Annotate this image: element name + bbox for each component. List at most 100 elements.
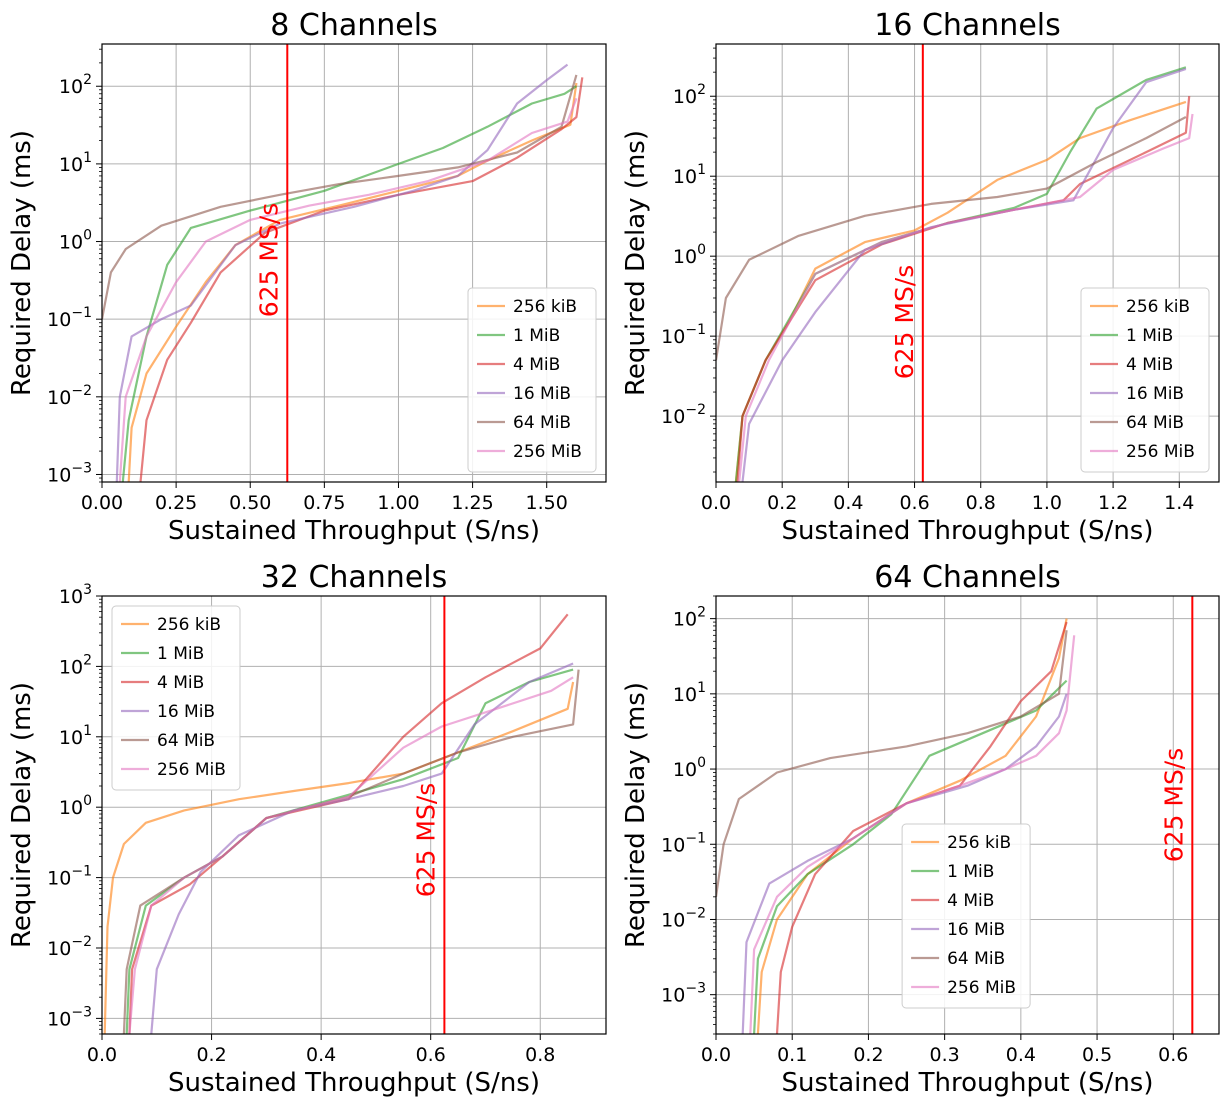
chart-title: 16 Channels — [874, 8, 1061, 43]
y-tick-label: 10−1 — [661, 830, 706, 856]
y-tick-label: 102 — [673, 605, 706, 631]
x-axis-label: Sustained Throughput (S/ns) — [782, 1068, 1154, 1098]
legend-entry: 4 MiB — [1126, 355, 1173, 375]
x-tick-label: 0.8 — [966, 492, 996, 514]
legend-entry: 64 MiB — [513, 413, 571, 433]
series-line-256-mib — [118, 97, 578, 482]
y-tick-label: 10−2 — [47, 934, 92, 960]
x-tick-label: 0.00 — [81, 492, 123, 514]
legend-entry: 4 MiB — [947, 891, 994, 911]
chart-title: 32 Channels — [261, 560, 448, 595]
x-tick-label: 0.6 — [416, 1044, 446, 1066]
series-group — [103, 613, 580, 1034]
legend-entry: 16 MiB — [1126, 384, 1184, 404]
x-tick-label: 0.8 — [525, 1044, 555, 1066]
legend-entry: 256 MiB — [947, 978, 1016, 998]
y-tick-label: 101 — [59, 150, 92, 176]
x-axis-label: Sustained Throughput (S/ns) — [168, 516, 540, 546]
x-axis-label: Sustained Throughput (S/ns) — [168, 1068, 540, 1098]
legend-entry: 16 MiB — [513, 384, 571, 404]
x-tick-label: 0.75 — [303, 492, 345, 514]
x-tick-label: 1.2 — [1098, 492, 1128, 514]
threshold-label: 625 MS/s — [890, 265, 919, 380]
x-tick-label: 0.3 — [930, 1044, 960, 1066]
y-tick-label: 100 — [59, 228, 92, 254]
threshold-label: 625 MS/s — [254, 203, 283, 318]
series-line-256-mib — [749, 635, 1076, 1034]
y-tick-label: 10−1 — [47, 864, 92, 890]
series-line-16-mib — [115, 63, 569, 482]
series-line-64-mib — [102, 74, 578, 320]
subplot-4: 625 MS/s 0.0 0.1 0.2 0.3 0.4 0.5 0.6 10−3 10−2 10−… — [621, 560, 1220, 1098]
legend-entry: 64 MiB — [947, 949, 1005, 969]
series-line-1-mib — [753, 679, 1068, 1034]
subplot-1: 625 MS/s 0.00 0.25 0.50 0.75 1.00 1.25 1.50 10−3… — [7, 8, 607, 546]
x-tick-label: 1.0 — [1032, 492, 1062, 514]
x-tick-label: 0.4 — [306, 1044, 336, 1066]
series-line-64-mib — [716, 116, 1187, 361]
legend: 256 kiB 1 MiB 4 MiB 16 MiB 64 MiB 256 MiB — [1080, 287, 1210, 473]
x-tick-label: 0.0 — [701, 492, 731, 514]
series-line-256-kib — [127, 82, 578, 482]
legend: 256 kiB 1 MiB 4 MiB 16 MiB 64 MiB 256 MiB — [467, 287, 597, 473]
legend-entry: 64 MiB — [157, 731, 215, 751]
chart-title: 64 Channels — [874, 560, 1061, 595]
legend-entry: 256 kiB — [1126, 297, 1190, 317]
series-line-256-mib — [128, 676, 574, 1034]
y-tick-label: 103 — [59, 582, 92, 608]
x-tick-label: 0.4 — [1006, 1044, 1036, 1066]
y-tick-label: 10−3 — [661, 981, 706, 1007]
series-line-256-mib — [738, 113, 1194, 482]
legend-entry: 4 MiB — [157, 673, 204, 693]
series-group — [716, 66, 1194, 482]
x-tick-label: 0.2 — [196, 1044, 226, 1066]
series-group — [102, 63, 584, 482]
y-axis-label: Required Delay (ms) — [7, 682, 37, 948]
x-tick-label: 1.4 — [1164, 492, 1194, 514]
x-tick-label: 0.0 — [87, 1044, 117, 1066]
y-axis-label: Required Delay (ms) — [621, 130, 651, 396]
x-tick-label: 0.6 — [1158, 1044, 1188, 1066]
x-tick-label: 0.4 — [833, 492, 863, 514]
y-tick-label: 10−3 — [47, 1004, 92, 1030]
legend-entry: 256 MiB — [1126, 442, 1195, 462]
legend-entry: 64 MiB — [1126, 413, 1184, 433]
series-line-256-kib — [103, 681, 575, 1034]
y-tick-label: 10−3 — [47, 460, 92, 486]
threshold-label: 625 MS/s — [411, 783, 440, 898]
plot-frame — [101, 43, 607, 483]
y-tick-label: 10−2 — [661, 402, 706, 428]
y-axis-label: Required Delay (ms) — [621, 682, 651, 948]
x-tick-label: 1.25 — [451, 492, 493, 514]
y-tick-label: 102 — [673, 82, 706, 108]
x-tick-label: 1.00 — [377, 492, 419, 514]
series-group — [716, 618, 1076, 1034]
legend-entry: 4 MiB — [513, 355, 560, 375]
x-tick-label: 0.6 — [899, 492, 929, 514]
legend-entry: 16 MiB — [947, 920, 1005, 940]
legend-entry: 256 kiB — [513, 297, 577, 317]
y-tick-label: 101 — [673, 162, 706, 188]
x-tick-label: 0.50 — [229, 492, 271, 514]
x-tick-label: 0.5 — [1082, 1044, 1112, 1066]
legend-entry: 256 kiB — [157, 615, 221, 635]
plot-frame — [101, 595, 607, 1035]
legend-entry: 256 kiB — [947, 833, 1011, 853]
x-tick-label: 0.2 — [767, 492, 797, 514]
y-tick-label: 100 — [673, 755, 706, 781]
x-tick-label: 0.25 — [155, 492, 197, 514]
y-tick-label: 10−1 — [47, 305, 92, 331]
y-tick-label: 10−2 — [47, 383, 92, 409]
y-tick-label: 101 — [59, 723, 92, 749]
legend-entry: 16 MiB — [157, 702, 215, 722]
legend-entry: 256 MiB — [157, 760, 226, 780]
plot-frame — [715, 43, 1220, 483]
y-tick-label: 100 — [59, 793, 92, 819]
y-tick-label: 101 — [673, 680, 706, 706]
series-line-64-mib — [716, 630, 1068, 897]
legend-entry: 1 MiB — [947, 862, 994, 882]
y-tick-label: 102 — [59, 72, 92, 98]
legend-entry: 1 MiB — [513, 326, 560, 346]
legend: 256 kiB 1 MiB 4 MiB 16 MiB 64 MiB 256 MiB — [111, 605, 241, 791]
